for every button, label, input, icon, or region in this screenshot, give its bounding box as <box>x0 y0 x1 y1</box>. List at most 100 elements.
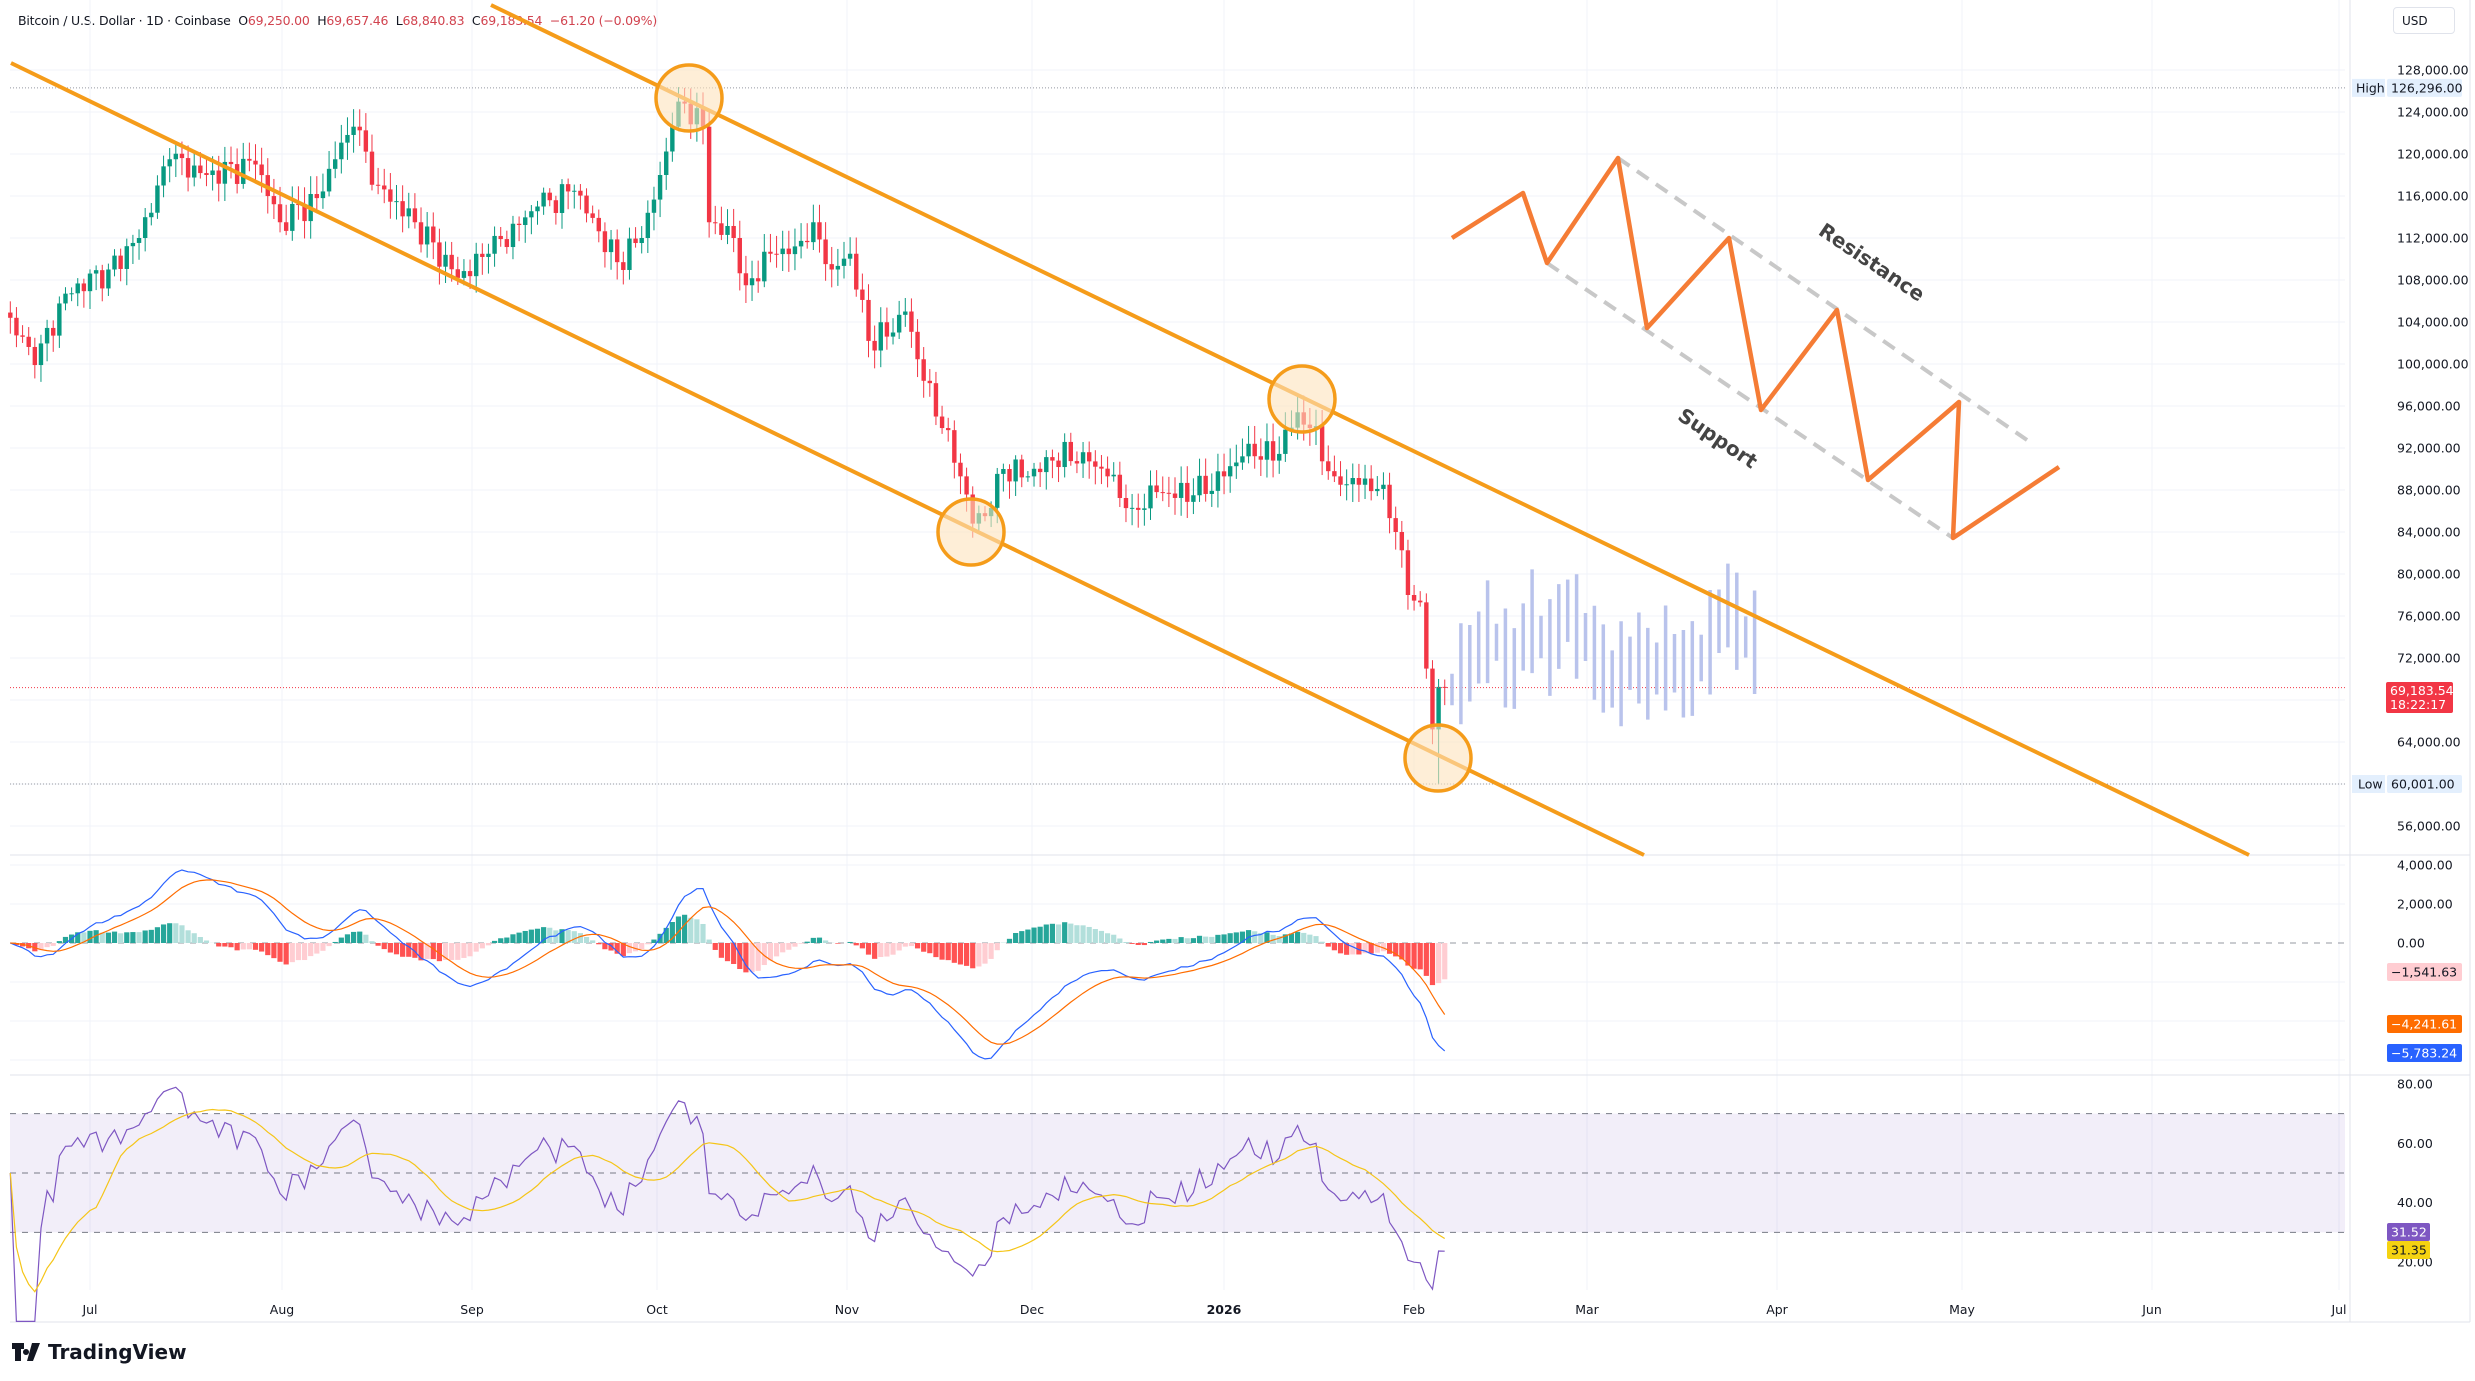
candle-body <box>388 189 393 202</box>
macd-histogram-bar <box>608 943 614 951</box>
candle-body <box>1203 475 1208 494</box>
candle <box>1056 452 1061 483</box>
candle <box>621 251 626 285</box>
candle <box>1172 477 1178 515</box>
tradingview-logo[interactable]: TradingView <box>12 1340 187 1364</box>
candle-body <box>142 217 148 238</box>
macd-histogram-bar <box>1307 934 1313 943</box>
candle <box>572 184 577 209</box>
candle <box>706 110 712 238</box>
candle <box>1234 444 1239 479</box>
candle <box>228 146 234 179</box>
candle-body <box>1227 466 1233 477</box>
candle <box>486 243 491 274</box>
price-tick-label: 104,000.00 <box>2397 315 2469 330</box>
rsi-ma-line <box>9 1108 1446 1293</box>
macd-histogram-bar <box>577 933 583 943</box>
macd-histogram-bar <box>442 943 449 961</box>
candle <box>351 109 356 153</box>
candle <box>774 235 779 268</box>
macd-histogram-bar <box>485 943 492 946</box>
candle <box>841 241 847 279</box>
candle <box>1246 425 1251 464</box>
price-tick-label: 64,000.00 <box>2397 735 2461 750</box>
candle-body <box>486 253 491 257</box>
candle <box>75 278 80 307</box>
candle-body <box>737 238 742 274</box>
candle-body <box>847 253 853 259</box>
candle-body <box>633 238 638 244</box>
macd-histogram-bar <box>289 943 295 963</box>
candle <box>173 142 179 178</box>
candle-body <box>1123 497 1129 509</box>
candle <box>424 212 430 258</box>
candle-body <box>1019 459 1024 478</box>
candle <box>412 193 418 229</box>
candle-body <box>424 226 430 245</box>
price-tick-label: 96,000.00 <box>2397 399 2461 414</box>
candle-body <box>161 166 166 186</box>
candle <box>1277 436 1282 474</box>
candle-body <box>247 158 252 161</box>
macd-histogram-bar <box>859 943 865 949</box>
candle-body <box>1185 482 1190 502</box>
candle-body <box>1375 488 1380 492</box>
candle <box>884 307 890 350</box>
macd-histogram-bar <box>1043 924 1049 943</box>
macd-histogram-bar <box>976 943 982 967</box>
macd-histogram-bar <box>332 941 338 943</box>
macd-histogram-bar <box>614 943 620 954</box>
last-price-tag: 69,183.54 <box>2390 683 2454 698</box>
macd-histogram-bar <box>878 943 884 958</box>
candle-body <box>927 380 933 384</box>
candle <box>1338 461 1343 497</box>
macd-histogram-bar <box>1068 923 1074 943</box>
candle-body <box>1252 443 1257 457</box>
candle <box>302 187 307 239</box>
time-axis-label: Dec <box>1020 1302 1044 1317</box>
macd-histogram-bar <box>185 930 191 943</box>
candle-body <box>155 185 160 213</box>
candle-body <box>136 238 142 243</box>
macd-histogram-bar <box>1276 936 1282 943</box>
macd-histogram-bar <box>755 943 761 971</box>
candle <box>149 203 154 226</box>
candle-body <box>467 271 473 277</box>
macd-histogram-bar <box>1442 943 1448 980</box>
macd-histogram-bar <box>773 943 780 957</box>
macd-histogram-bar <box>553 930 559 943</box>
candle <box>805 223 810 249</box>
candle-body <box>1319 426 1325 462</box>
macd-histogram-bar <box>927 943 933 954</box>
candle <box>1344 469 1349 501</box>
currency-button[interactable]: USD <box>2393 7 2455 34</box>
rsi-tick-label: 40.00 <box>2397 1195 2433 1210</box>
projection-bars <box>1450 563 1757 727</box>
candle-body <box>565 184 571 192</box>
candle-body <box>32 346 38 366</box>
candle-body <box>762 251 767 282</box>
candle-body <box>590 213 595 218</box>
macd-histogram-bar <box>1301 932 1307 943</box>
candle <box>1332 455 1337 483</box>
touch-point-circle <box>654 63 724 133</box>
candle-body <box>621 262 626 270</box>
countdown-tag: 18:22:17 <box>2390 697 2446 712</box>
candle <box>1411 584 1417 611</box>
candle <box>38 334 44 382</box>
candle <box>1062 433 1067 478</box>
candle <box>1405 539 1411 610</box>
candle <box>1418 591 1423 607</box>
macd-histogram-bar <box>1037 926 1043 943</box>
candle-body <box>1356 478 1362 485</box>
candle-body <box>743 273 749 286</box>
candle <box>1129 493 1135 526</box>
candle-body <box>1368 478 1374 492</box>
macd-histogram-bar <box>357 931 363 943</box>
candle-body <box>541 192 546 207</box>
macd-histogram-bar <box>148 929 154 943</box>
candle-body <box>418 222 424 245</box>
macd-histogram-bar <box>1111 934 1117 943</box>
candle <box>326 151 332 197</box>
